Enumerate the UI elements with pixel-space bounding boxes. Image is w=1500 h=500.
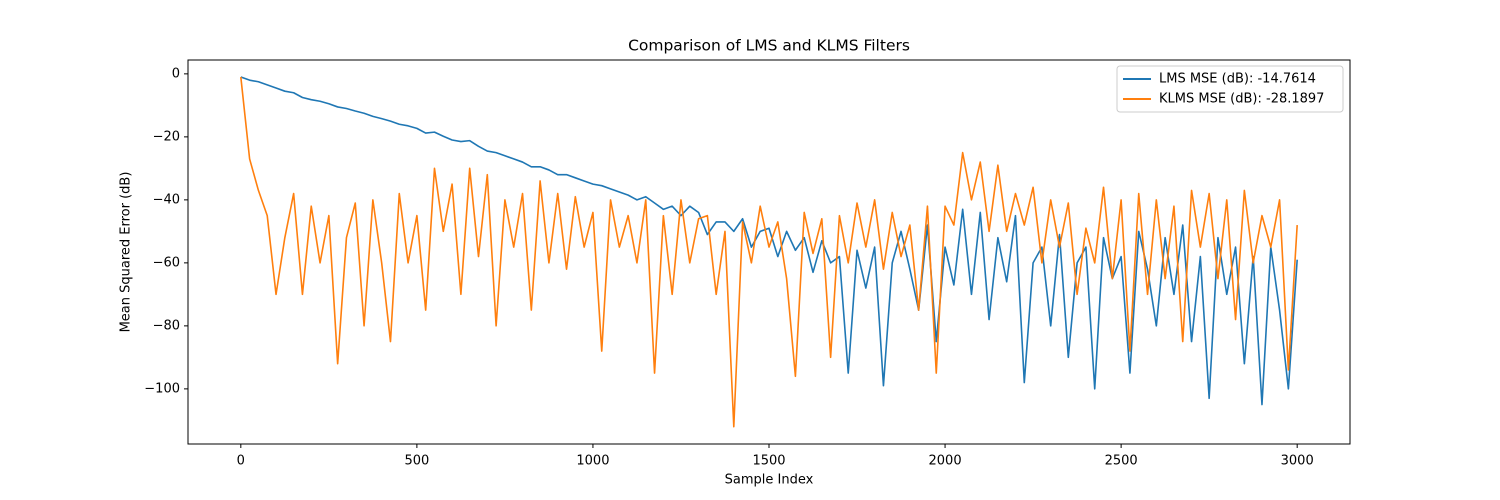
x-tick-label: 1500	[752, 454, 785, 469]
x-axis-label: Sample Index	[725, 473, 814, 488]
y-tick-label: −100	[144, 381, 180, 396]
x-tick-label: 1000	[576, 454, 609, 469]
y-tick-label: −60	[153, 255, 180, 270]
x-tick-label: 500	[404, 454, 429, 469]
legend: LMS MSE (dB): -14.7614 KLMS MSE (dB): -28…	[1116, 65, 1344, 113]
legend-label: LMS MSE (dB): -14.7614	[1159, 72, 1316, 87]
plot-area	[240, 76, 1298, 428]
x-tick-label: 2500	[1105, 454, 1138, 469]
series-line	[240, 76, 1298, 406]
x-tick-label: 2000	[929, 454, 962, 469]
legend-label: KLMS MSE (dB): -28.1897	[1159, 92, 1324, 107]
y-tick-label: 0	[172, 66, 180, 81]
x-tick-label: 3000	[1281, 454, 1314, 469]
y-tick-label: −40	[153, 192, 180, 207]
chart-title: Comparison of LMS and KLMS Filters	[628, 37, 910, 55]
x-tick-label: 0	[237, 454, 245, 469]
y-tick-label: −80	[153, 318, 180, 333]
legend-box	[1116, 65, 1344, 113]
y-tick-label: −20	[153, 129, 180, 144]
series-line	[240, 76, 1298, 428]
y-axis-label: Mean Squared Error (dB)	[119, 172, 134, 333]
